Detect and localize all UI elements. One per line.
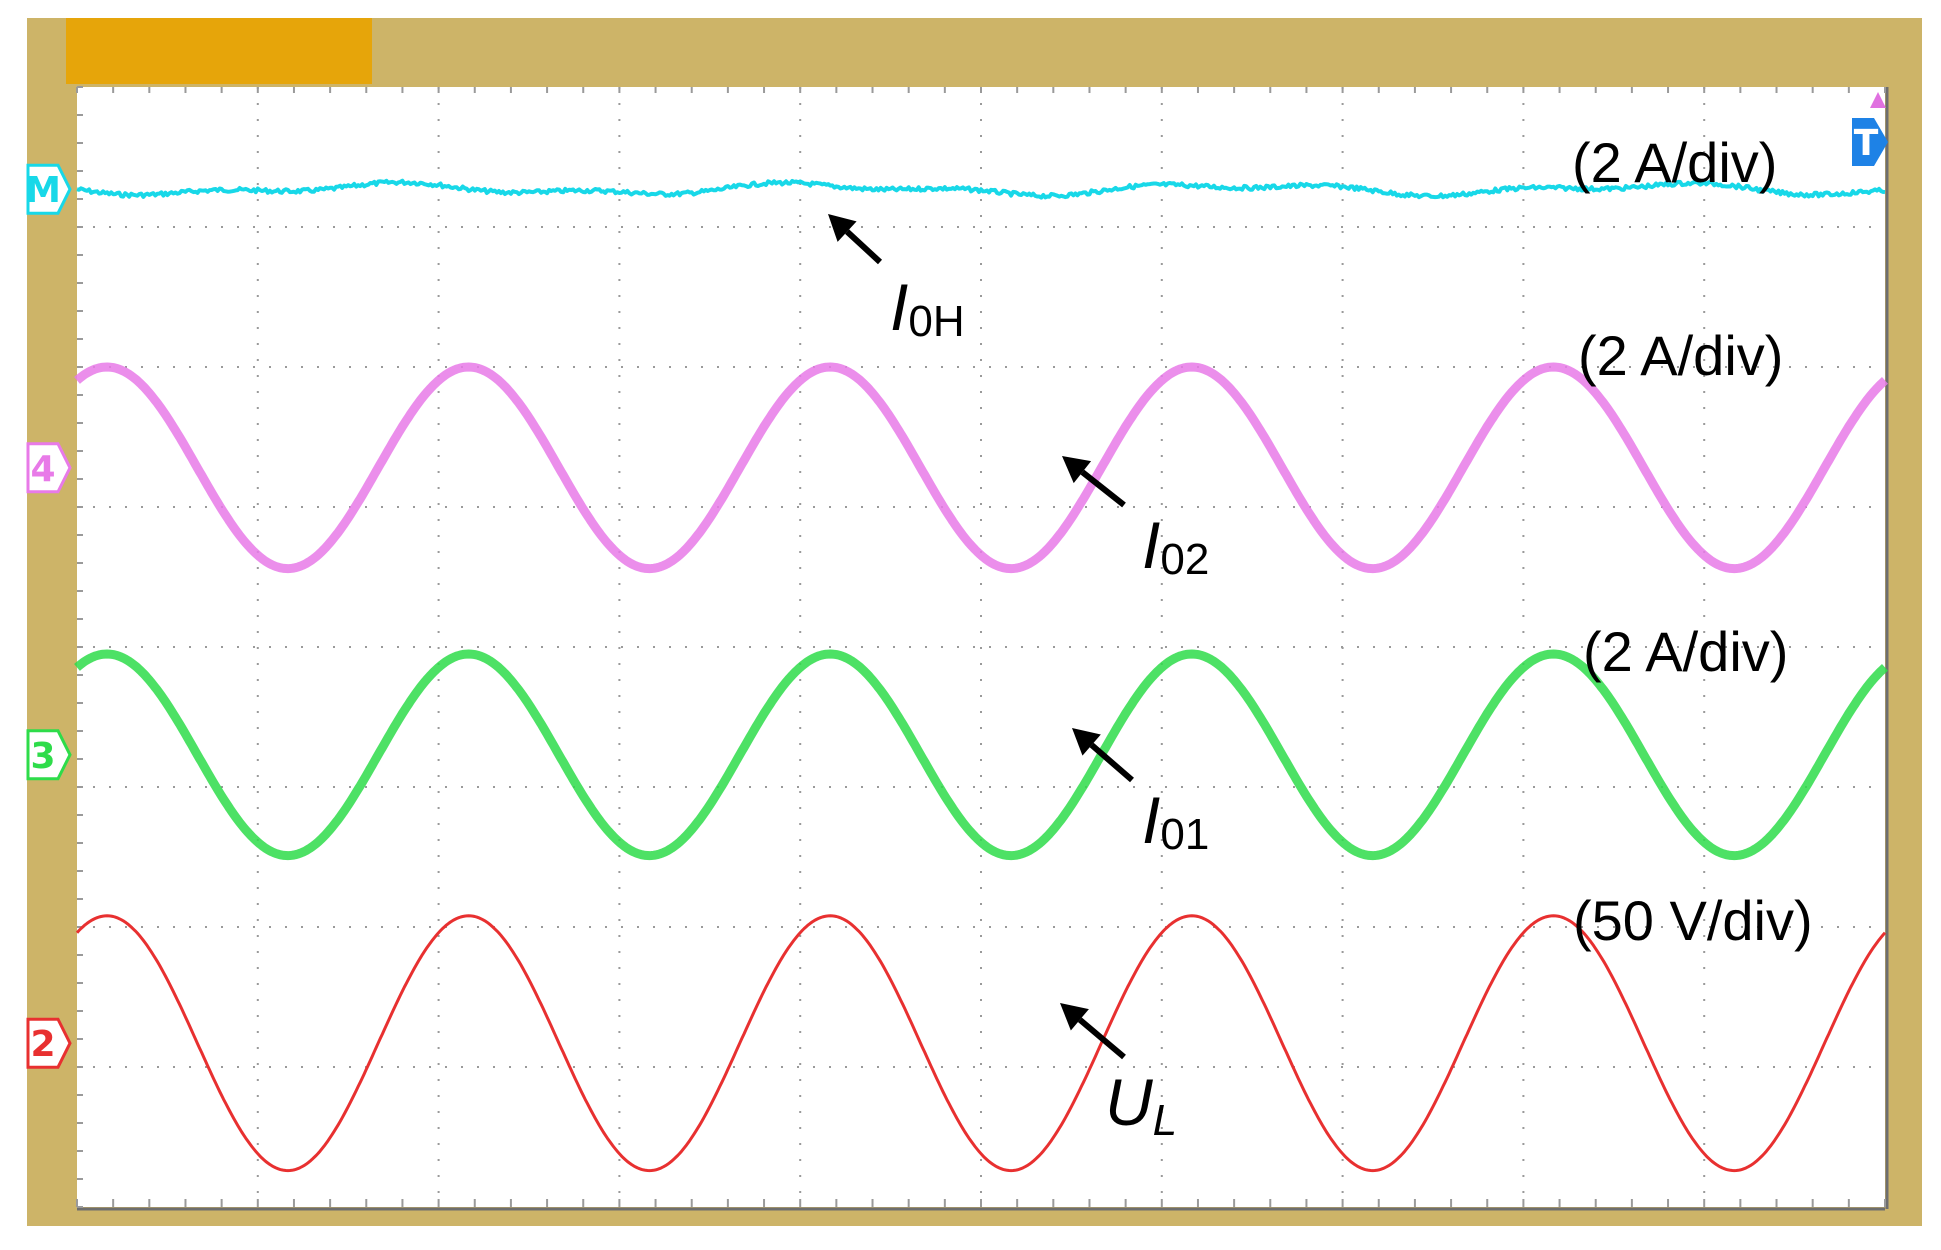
channel-marker-i01: 3 xyxy=(26,729,72,781)
channel-marker-text: 2 xyxy=(30,1024,55,1065)
arrow-ul-head xyxy=(1060,1003,1089,1031)
trigger-arrow-icon xyxy=(1870,92,1886,108)
channel-marker-shape xyxy=(26,163,72,215)
arrow-ul-shaft xyxy=(1077,1017,1126,1060)
trace-i01 xyxy=(74,649,1889,861)
channel-marker-shape xyxy=(26,729,72,781)
scale-label-i01: (2 A/div) xyxy=(1583,620,1788,683)
arrow-i0h xyxy=(828,214,883,265)
channel-marker-shape xyxy=(26,442,72,494)
signal-label-ul: UL xyxy=(1105,1065,1177,1145)
signal-label-i01-main: I xyxy=(1142,783,1160,857)
status-tab xyxy=(66,18,372,84)
channel-marker-i0h: M xyxy=(25,163,72,215)
graticule xyxy=(76,86,1886,1208)
scale-label-i0h: (2 A/div) xyxy=(1572,131,1777,194)
signal-label-ul-sub: L xyxy=(1153,1096,1177,1145)
trigger-marker: T xyxy=(1852,92,1888,166)
channel-marker-shape xyxy=(26,1017,72,1069)
signal-label-i01: I01 xyxy=(1142,783,1209,859)
trace-ul xyxy=(75,914,1887,1173)
channel-marker-ul: 2 xyxy=(26,1017,72,1069)
channel-marker-text: M xyxy=(25,170,61,211)
label-arrows xyxy=(828,214,1134,1060)
scale-label-ul: (50 V/div) xyxy=(1573,889,1813,952)
signal-label-i0h-main: I xyxy=(890,270,908,344)
trigger-marker-shape xyxy=(1852,118,1888,166)
arrow-ul xyxy=(1060,1003,1126,1060)
channel-marker-i02: 4 xyxy=(26,442,72,494)
signal-label-i02: I02 xyxy=(1142,508,1209,584)
arrow-i0h-head xyxy=(828,214,857,242)
signal-label-i02-main: I xyxy=(1142,508,1160,582)
arrow-i01-shaft xyxy=(1089,742,1134,783)
signal-label-ul-main: U xyxy=(1105,1065,1153,1139)
channel-marker-text: 4 xyxy=(30,449,55,490)
scale-label-i02: (2 A/div) xyxy=(1578,324,1783,387)
signal-label-i02-sub: 02 xyxy=(1160,535,1209,584)
signal-label-i01-sub: 01 xyxy=(1160,810,1209,859)
arrow-i02-shaft xyxy=(1080,469,1126,508)
channel-marker-text: 3 xyxy=(30,736,55,777)
channel-markers: M 4 3 2 T xyxy=(25,92,1888,1069)
signal-label-i0h: I0H xyxy=(890,270,965,346)
trigger-marker-text: T xyxy=(1854,123,1879,164)
waveform-traces xyxy=(74,178,1889,1173)
arrow-i02-head xyxy=(1062,456,1092,484)
arrow-i02 xyxy=(1062,456,1126,508)
arrow-i0h-shaft xyxy=(845,229,883,265)
arrow-i01-head xyxy=(1072,728,1101,756)
trace-i0h xyxy=(76,178,1886,200)
arrow-i01 xyxy=(1072,728,1134,783)
signal-label-i0h-sub: 0H xyxy=(908,297,964,346)
trace-i02 xyxy=(74,362,1889,574)
